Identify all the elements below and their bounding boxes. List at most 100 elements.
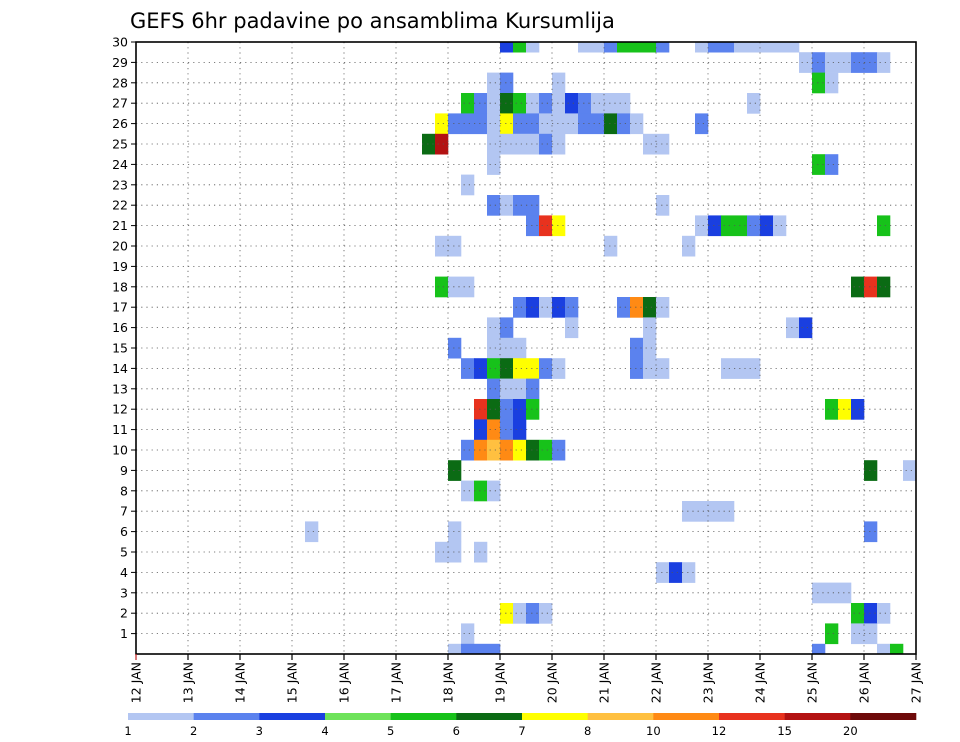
precip-cell <box>448 113 462 135</box>
precip-cell <box>565 297 579 318</box>
y-tick-label: 13 <box>112 381 128 396</box>
x-tick-label: 15 JAN <box>285 662 300 703</box>
precip-cell <box>825 72 839 94</box>
precip-cell <box>500 603 514 624</box>
x-axis: 12 JAN 13 JAN 14 JAN 15 JAN 16 JAN 17 JAN 18 J… <box>129 654 924 703</box>
x-tick-label: 27 JAN <box>909 662 924 703</box>
colorbar: 1 2 3 4 5 6 7 8 10 12 15 20 <box>124 713 917 738</box>
y-tick-label: 27 <box>112 96 128 111</box>
precip-cell <box>708 42 735 53</box>
data-cells <box>305 42 917 655</box>
precip-cell <box>500 113 514 135</box>
precip-cell <box>487 419 501 441</box>
precip-cell <box>487 195 501 216</box>
colorbar-label: 8 <box>584 724 591 738</box>
precip-cell <box>448 643 462 655</box>
colorbar-segment <box>193 713 260 720</box>
x-tick-label: 13 JAN <box>181 662 196 703</box>
y-tick-label: 21 <box>112 218 128 233</box>
colorbar-segment <box>784 713 851 720</box>
y-tick-label: 26 <box>112 116 128 131</box>
y-tick-label: 4 <box>120 565 128 580</box>
precip-cell <box>578 113 605 135</box>
precip-cell <box>630 358 644 379</box>
y-tick-label: 19 <box>112 259 128 274</box>
y-tick-label: 1 <box>120 626 128 641</box>
x-tick-label: 26 JAN <box>857 662 872 703</box>
y-tick-label: 20 <box>112 239 128 254</box>
precip-cell <box>500 42 514 53</box>
x-tick-label: 12 JAN <box>129 662 144 703</box>
colorbar-label: 7 <box>518 724 525 738</box>
colorbar-segment <box>719 713 785 720</box>
precip-cell <box>552 439 566 461</box>
colorbar-segment <box>390 713 457 720</box>
colorbar-label: 12 <box>712 724 727 738</box>
precip-cell <box>903 460 917 481</box>
precip-cell <box>500 358 514 379</box>
precip-cell <box>474 93 488 114</box>
precip-cell <box>643 317 657 339</box>
precip-cell <box>695 215 709 237</box>
precip-cell <box>760 215 774 237</box>
precip-cell <box>487 337 501 359</box>
y-tick-label: 2 <box>120 606 128 621</box>
precip-cell <box>435 113 449 135</box>
y-tick-label: 17 <box>112 300 128 315</box>
precip-cell <box>474 358 488 379</box>
precip-cell <box>487 154 501 175</box>
precip-cell <box>435 133 449 155</box>
precip-cell <box>526 378 540 400</box>
colorbar-segment <box>259 713 326 720</box>
precip-cell <box>513 297 527 318</box>
precip-cell <box>695 42 709 53</box>
precip-cell <box>487 133 501 155</box>
y-tick-label: 29 <box>112 55 128 70</box>
y-tick-label: 16 <box>112 320 128 335</box>
precip-cell <box>656 297 670 318</box>
precip-cell <box>500 195 514 216</box>
precip-cell <box>513 399 527 420</box>
y-tick-label: 22 <box>112 198 128 213</box>
precip-cell <box>734 42 800 53</box>
precip-cell <box>461 174 475 196</box>
precip-cell <box>448 460 462 481</box>
precip-cell <box>877 603 891 624</box>
precip-cell <box>487 358 501 379</box>
precip-cell <box>825 623 839 645</box>
precip-cell <box>461 439 475 461</box>
precip-cell <box>552 133 566 155</box>
y-tick-label: 18 <box>112 279 128 294</box>
precip-cell <box>539 439 553 461</box>
x-tick-label: 24 JAN <box>753 662 768 703</box>
colorbar-segment <box>522 713 588 720</box>
colorbar-segment <box>128 713 194 720</box>
y-tick-label: 7 <box>120 504 128 519</box>
precip-cell <box>513 42 527 53</box>
precip-cell <box>526 215 540 237</box>
precip-cell <box>656 562 670 583</box>
precip-cell <box>799 317 813 339</box>
precip-cell <box>474 480 488 502</box>
colorbar-label: 6 <box>453 724 460 738</box>
precip-cell <box>539 113 553 135</box>
colorbar-label: 20 <box>843 724 858 738</box>
precip-cell <box>643 337 657 359</box>
precip-cell <box>812 52 826 73</box>
x-tick-label: 23 JAN <box>701 662 716 703</box>
precip-cell <box>539 603 553 624</box>
precip-cell <box>552 358 566 379</box>
colorbar-segment <box>653 713 720 720</box>
precip-cell <box>877 52 891 73</box>
precip-cell <box>578 93 592 114</box>
precip-cell <box>487 378 501 400</box>
precip-cell <box>448 337 462 359</box>
precip-cell <box>461 358 475 379</box>
precip-cell <box>461 93 475 114</box>
y-tick-label: 9 <box>120 463 128 478</box>
precip-cell <box>773 215 787 237</box>
precip-cell <box>539 133 553 155</box>
precip-cell <box>513 337 527 359</box>
precip-cell <box>812 643 826 655</box>
chart-title: GEFS 6hr padavine po ansamblima Kursumli… <box>130 9 615 33</box>
